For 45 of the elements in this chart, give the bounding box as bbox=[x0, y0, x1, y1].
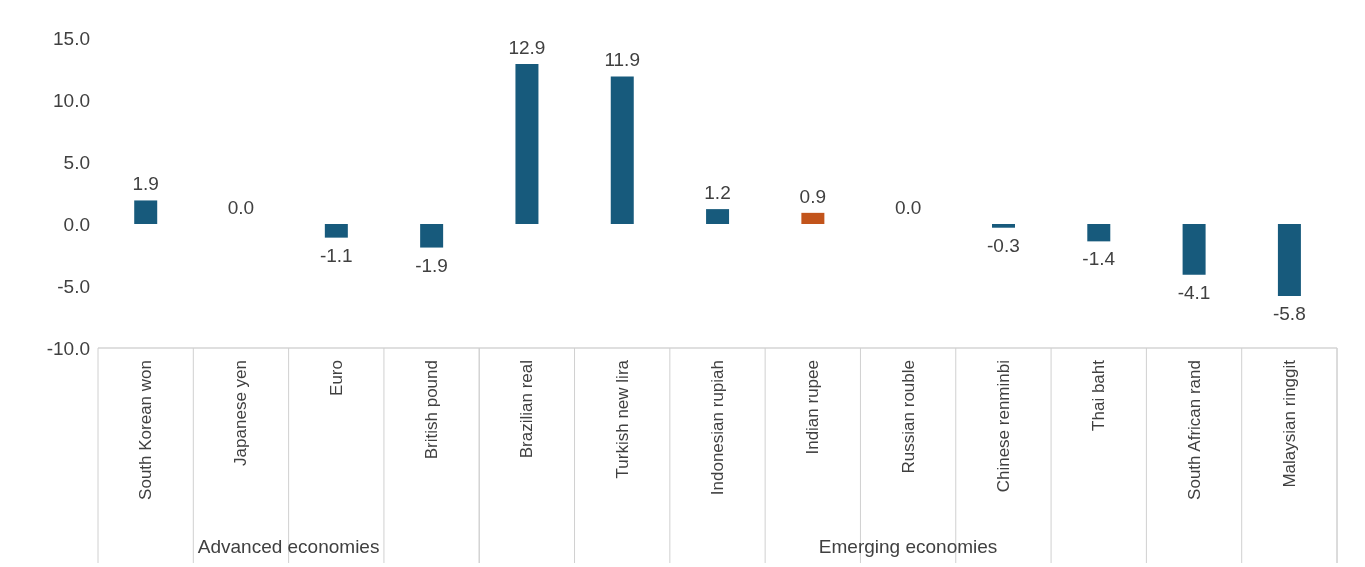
x-tick-label: Japanese yen bbox=[231, 360, 251, 466]
x-tick-label: Euro bbox=[326, 360, 346, 396]
x-tick-label: Turkish new lira bbox=[612, 359, 632, 479]
bar bbox=[1182, 224, 1206, 275]
y-tick-label: -5.0 bbox=[57, 275, 90, 297]
x-tick-label: Thai baht bbox=[1089, 359, 1109, 431]
y-tick-label: 0.0 bbox=[63, 213, 90, 235]
x-tick-label: British pound bbox=[422, 360, 442, 460]
data-label: 11.9 bbox=[604, 49, 640, 71]
x-tick-label: Chinese renminbi bbox=[993, 360, 1013, 493]
x-tick-label: Brazilian real bbox=[517, 360, 537, 459]
data-label: -1.9 bbox=[415, 254, 448, 276]
bar bbox=[706, 209, 730, 224]
data-label: 0.0 bbox=[894, 197, 922, 218]
x-tick-label: Indian rupee bbox=[803, 360, 823, 455]
bar bbox=[801, 212, 825, 224]
data-label: -0.3 bbox=[987, 234, 1020, 256]
data-label: -4.1 bbox=[1177, 281, 1211, 303]
x-tick-label: Malaysian ringgit bbox=[1279, 359, 1299, 488]
x-tick-label: Indonesian rupiah bbox=[708, 360, 727, 496]
y-tick-label: 10.0 bbox=[53, 89, 90, 111]
bar bbox=[515, 64, 539, 224]
y-tick-label: 5.0 bbox=[63, 151, 90, 173]
data-label: -5.8 bbox=[1272, 302, 1306, 324]
bar bbox=[1087, 224, 1111, 242]
data-label: -1.4 bbox=[1082, 248, 1116, 270]
bar bbox=[991, 224, 1015, 228]
x-tick-label: Russian rouble bbox=[898, 360, 918, 474]
text: Emerging economies bbox=[818, 536, 998, 557]
data-label: 1.9 bbox=[132, 173, 159, 195]
bar bbox=[420, 224, 444, 248]
bar bbox=[324, 224, 348, 238]
data-label: -1.1 bbox=[319, 244, 353, 266]
text: Advanced economies bbox=[197, 536, 380, 557]
data-label: 0.9 bbox=[799, 185, 827, 207]
bar bbox=[134, 200, 158, 224]
data-label: 1.2 bbox=[704, 182, 731, 204]
x-tick-label: South Korean won bbox=[136, 360, 156, 500]
bar bbox=[1277, 224, 1301, 296]
bar bbox=[610, 76, 634, 224]
x-tick-label: South African rand bbox=[1184, 360, 1204, 500]
y-tick-label: -10.0 bbox=[46, 337, 90, 359]
y-tick-label: 15.0 bbox=[53, 27, 90, 49]
data-label: 0.0 bbox=[227, 197, 255, 218]
data-label: 12.9 bbox=[508, 37, 546, 59]
